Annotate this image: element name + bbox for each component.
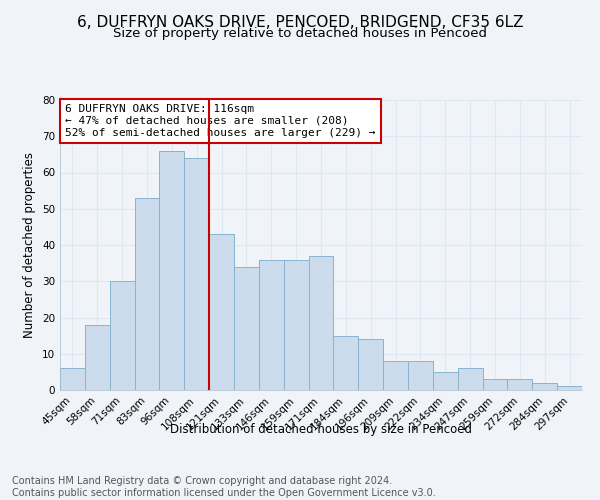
Bar <box>259 260 284 390</box>
Bar <box>160 151 184 390</box>
Text: 6 DUFFRYN OAKS DRIVE: 116sqm
← 47% of detached houses are smaller (208)
52% of s: 6 DUFFRYN OAKS DRIVE: 116sqm ← 47% of de… <box>65 104 376 138</box>
Bar <box>433 372 458 390</box>
Bar <box>209 234 234 390</box>
Text: Size of property relative to detached houses in Pencoed: Size of property relative to detached ho… <box>113 28 487 40</box>
Bar <box>482 379 508 390</box>
Bar <box>284 260 308 390</box>
Bar <box>110 281 134 390</box>
Bar <box>383 361 408 390</box>
Bar <box>85 325 110 390</box>
Text: Contains HM Land Registry data © Crown copyright and database right 2024.
Contai: Contains HM Land Registry data © Crown c… <box>12 476 436 498</box>
Bar <box>184 158 209 390</box>
Text: Distribution of detached houses by size in Pencoed: Distribution of detached houses by size … <box>170 422 472 436</box>
Bar <box>358 339 383 390</box>
Bar <box>408 361 433 390</box>
Bar <box>308 256 334 390</box>
Y-axis label: Number of detached properties: Number of detached properties <box>23 152 37 338</box>
Bar <box>557 386 582 390</box>
Bar <box>532 383 557 390</box>
Text: 6, DUFFRYN OAKS DRIVE, PENCOED, BRIDGEND, CF35 6LZ: 6, DUFFRYN OAKS DRIVE, PENCOED, BRIDGEND… <box>77 15 523 30</box>
Bar <box>60 368 85 390</box>
Bar <box>458 368 482 390</box>
Bar <box>234 267 259 390</box>
Bar <box>134 198 160 390</box>
Bar <box>508 379 532 390</box>
Bar <box>334 336 358 390</box>
